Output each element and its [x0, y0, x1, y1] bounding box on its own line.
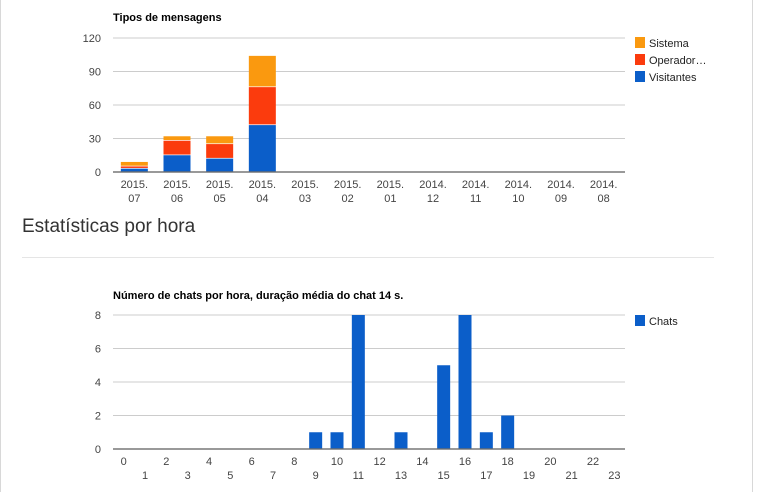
x-tick-label: 4: [206, 456, 212, 468]
chart-title: Número de chats por hora, duração média …: [113, 290, 403, 302]
legend-label: Chats: [649, 316, 678, 328]
y-tick-label: 60: [89, 100, 101, 112]
y-tick-label: 6: [95, 344, 101, 356]
bar-segment[interactable]: [120, 168, 148, 172]
legend-swatch: [635, 54, 645, 65]
x-tick-label: 23: [608, 470, 620, 482]
x-tick-label: 2014. 08: [590, 179, 618, 205]
bar-segment[interactable]: [163, 140, 191, 155]
bar[interactable]: [479, 432, 493, 449]
bar[interactable]: [394, 432, 408, 449]
x-tick-label: 6: [249, 456, 255, 468]
bar[interactable]: [437, 365, 451, 449]
x-tick-label: 19: [523, 470, 535, 482]
messages-type-chart: Tipos de mensagens 0 30 60 90 120 2015. 07 201…: [83, 12, 707, 205]
x-tick-label: 22: [587, 456, 599, 468]
x-tick-label: 2014. 09: [547, 179, 575, 205]
x-tick-label: 2015. 05: [206, 179, 234, 205]
section-title: Estatísticas por hora: [22, 216, 196, 237]
bar[interactable]: [309, 432, 323, 449]
legend-label: Sistema: [649, 38, 690, 50]
section-divider: [22, 257, 714, 258]
x-tick-label: 21: [566, 470, 578, 482]
x-tick-label: 2015. 07: [121, 179, 149, 205]
x-tick-label: 5: [227, 470, 233, 482]
y-tick-label: 0: [95, 167, 101, 179]
bar-segment[interactable]: [248, 125, 276, 172]
legend-swatch: [635, 71, 645, 82]
x-tick-label: 15: [438, 470, 450, 482]
x-tick-label: 2015. 01: [377, 179, 405, 205]
x-tick-label: 16: [459, 456, 471, 468]
bar[interactable]: [351, 315, 365, 449]
y-tick-label: 8: [95, 310, 101, 322]
x-tick-label: 2015. 04: [249, 179, 277, 205]
x-tick-label: 14: [416, 456, 428, 468]
x-tick-label: 2014. 11: [462, 179, 490, 205]
legend-swatch: [635, 315, 645, 326]
x-tick-label: 12: [374, 456, 386, 468]
bar-segment[interactable]: [206, 144, 234, 158]
legend-label: Operador…: [649, 55, 706, 67]
x-tick-label: 11: [353, 470, 364, 482]
x-tick-label: 18: [502, 456, 514, 468]
bar[interactable]: [330, 432, 344, 449]
x-tick-label: 20: [544, 456, 556, 468]
x-tick-label: 2015. 06: [163, 179, 191, 205]
y-tick-label: 120: [83, 33, 101, 45]
x-tick-label: 7: [270, 470, 276, 482]
y-tick-label: 2: [95, 411, 101, 423]
bar-segment[interactable]: [163, 136, 191, 141]
x-tick-label: 10: [331, 456, 343, 468]
bar-segment[interactable]: [206, 136, 234, 144]
y-tick-label: 0: [95, 444, 101, 456]
bar-segment[interactable]: [163, 155, 191, 172]
x-tick-label: 2: [163, 456, 169, 468]
bar-segment[interactable]: [206, 158, 234, 172]
panel-left-border: [0, 0, 1, 492]
x-tick-label: 0: [121, 456, 127, 468]
bar[interactable]: [458, 315, 472, 449]
x-tick-label: 9: [313, 470, 319, 482]
bar-segment[interactable]: [120, 166, 148, 168]
x-tick-label: 13: [395, 470, 407, 482]
x-tick-label: 8: [291, 456, 297, 468]
legend-swatch: [635, 37, 645, 48]
x-tick-label: 2014. 12: [419, 179, 447, 205]
chart-title: Tipos de mensagens: [113, 12, 222, 24]
x-tick-label: 1: [142, 470, 148, 482]
bar[interactable]: [501, 415, 515, 449]
x-tick-label: 2015. 03: [291, 179, 319, 205]
x-tick-label: 3: [185, 470, 191, 482]
panel-right-border: [752, 0, 753, 492]
y-tick-label: 30: [89, 134, 101, 146]
bar-segment[interactable]: [248, 55, 276, 87]
bar-segment[interactable]: [248, 87, 276, 125]
legend-label: Visitantes: [649, 72, 697, 84]
x-tick-label: 2015. 02: [334, 179, 362, 205]
y-tick-label: 4: [95, 377, 101, 389]
bar-segment[interactable]: [120, 161, 148, 166]
x-tick-label: 2014. 10: [505, 179, 533, 205]
x-tick-label: 17: [480, 470, 492, 482]
y-tick-label: 90: [89, 67, 101, 79]
